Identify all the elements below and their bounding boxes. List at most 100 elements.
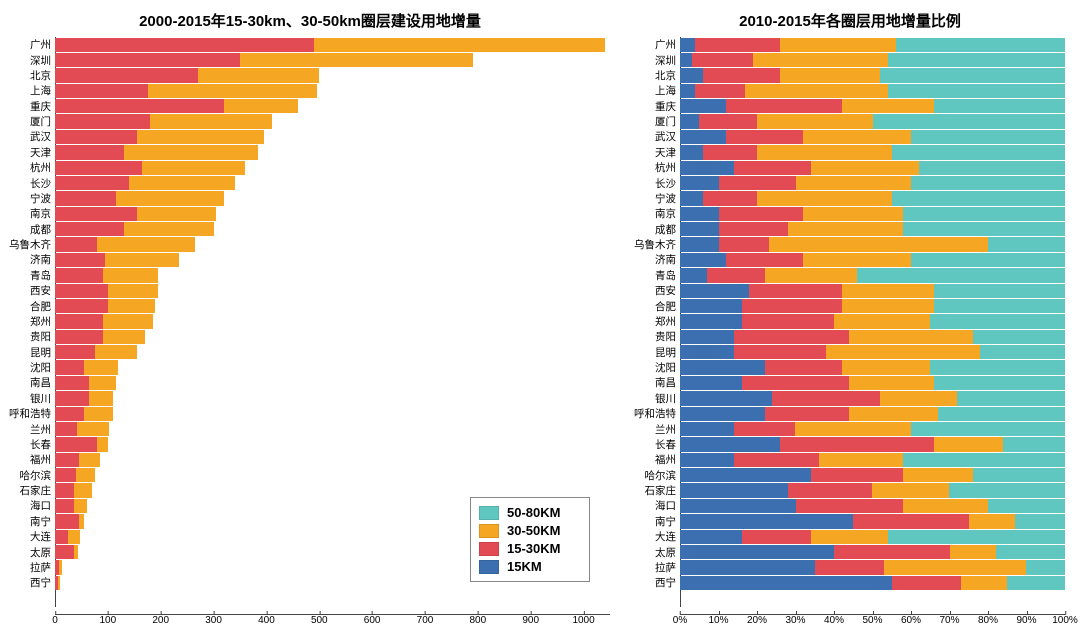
bar-segment <box>780 38 896 52</box>
y-label: 厦门 <box>30 114 55 129</box>
bar-segment <box>124 222 214 236</box>
bar-row: 重庆 <box>680 99 1065 114</box>
bar-segment <box>680 207 719 221</box>
bar-segment <box>55 38 314 52</box>
bar-row: 西安 <box>55 283 610 298</box>
bar-row: 长春 <box>55 437 610 452</box>
y-label: 郑州 <box>655 314 680 329</box>
bar-row: 海口 <box>680 498 1065 513</box>
bar-segment <box>857 268 1065 282</box>
bar-track <box>680 514 1065 528</box>
bar-row: 大连 <box>680 529 1065 544</box>
bar-row: 石家庄 <box>680 483 1065 498</box>
left-chart-title: 2000-2015年15-30km、30-50km圈层建设用地增量 <box>0 0 620 37</box>
bar-segment <box>819 453 904 467</box>
bar-track <box>55 237 610 251</box>
bar-track <box>680 99 1065 113</box>
bar-segment <box>980 345 1065 359</box>
bar-track <box>680 422 1065 436</box>
bar-row: 昆明 <box>680 345 1065 360</box>
bar-segment <box>911 253 1065 267</box>
bar-segment <box>124 145 259 159</box>
x-tick: 200 <box>152 615 169 626</box>
x-tick: 700 <box>417 615 434 626</box>
bar-segment <box>1003 437 1065 451</box>
y-label: 拉萨 <box>655 560 680 575</box>
bar-track <box>55 391 610 405</box>
y-label: 广州 <box>655 37 680 52</box>
bar-segment <box>680 176 719 190</box>
bar-segment <box>680 453 734 467</box>
bar-track <box>680 453 1065 467</box>
bar-track <box>680 407 1065 421</box>
bar-segment <box>680 253 726 267</box>
bar-segment <box>55 253 105 267</box>
bar-track <box>55 422 610 436</box>
y-label: 南京 <box>655 206 680 221</box>
bar-segment <box>680 560 815 574</box>
x-tick: 600 <box>364 615 381 626</box>
legend-label: 50-80KM <box>507 505 560 520</box>
bar-segment <box>938 407 1065 421</box>
bar-segment <box>680 576 892 590</box>
y-label: 济南 <box>30 252 55 267</box>
left-chart: 2000-2015年15-30km、30-50km圈层建设用地增量 广州深圳北京… <box>0 0 620 642</box>
bar-segment <box>896 38 1065 52</box>
bar-track <box>55 314 610 328</box>
bar-segment <box>680 391 772 405</box>
bar-segment <box>811 530 888 544</box>
bar-segment <box>803 207 903 221</box>
bar-row: 青岛 <box>680 268 1065 283</box>
bar-segment <box>680 545 834 559</box>
bar-segment <box>74 483 93 497</box>
bar-track <box>680 560 1065 574</box>
bar-segment <box>719 176 796 190</box>
bar-track <box>680 222 1065 236</box>
x-tick: 400 <box>258 615 275 626</box>
legend-swatch <box>479 524 499 538</box>
bar-segment <box>745 84 887 98</box>
bar-segment <box>849 376 934 390</box>
y-label: 西宁 <box>30 575 55 590</box>
bar-segment <box>834 314 930 328</box>
y-label: 南昌 <box>30 375 55 390</box>
x-tick: 60% <box>901 615 921 626</box>
bar-segment <box>680 99 726 113</box>
bar-row: 天津 <box>55 145 610 160</box>
y-label: 合肥 <box>30 299 55 314</box>
bar-segment <box>137 130 264 144</box>
bar-segment <box>108 299 156 313</box>
x-tick: 1000 <box>572 615 594 626</box>
bar-track <box>680 468 1065 482</box>
bar-segment <box>903 468 972 482</box>
bar-segment <box>680 237 719 251</box>
bar-segment <box>680 161 734 175</box>
bar-row: 呼和浩特 <box>680 406 1065 421</box>
bar-segment <box>703 145 757 159</box>
bar-row: 哈尔滨 <box>680 468 1065 483</box>
bar-track <box>680 237 1065 251</box>
bar-segment <box>55 161 142 175</box>
y-label: 西安 <box>655 283 680 298</box>
bar-track <box>55 468 610 482</box>
bar-segment <box>89 391 113 405</box>
bar-segment <box>55 330 103 344</box>
bar-segment <box>680 38 695 52</box>
bar-track <box>55 345 610 359</box>
bar-segment <box>950 545 996 559</box>
bar-segment <box>815 560 884 574</box>
y-label: 哈尔滨 <box>20 468 56 483</box>
bar-track <box>55 207 610 221</box>
right-chart-title: 2010-2015年各圈层用地增量比例 <box>620 0 1080 37</box>
bar-segment <box>796 499 904 513</box>
bar-segment <box>765 407 850 421</box>
legend-row: 50-80KM <box>479 505 581 520</box>
bar-track <box>680 437 1065 451</box>
bar-track <box>55 84 610 98</box>
y-label: 青岛 <box>655 268 680 283</box>
bar-segment <box>680 422 734 436</box>
y-label: 上海 <box>655 83 680 98</box>
bar-segment <box>55 299 108 313</box>
bar-segment <box>849 330 972 344</box>
bar-segment <box>59 560 62 574</box>
